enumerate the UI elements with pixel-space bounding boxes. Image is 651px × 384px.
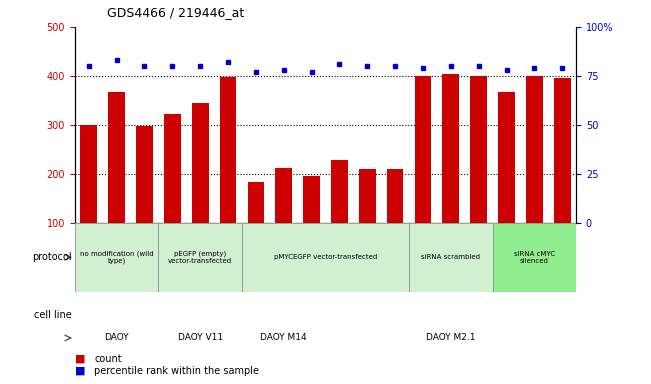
Bar: [554, 78, 570, 272]
Text: DAOY: DAOY: [104, 333, 129, 343]
Text: pEGFP (empty)
vector-transfected: pEGFP (empty) vector-transfected: [168, 250, 232, 264]
Text: DAOY V11: DAOY V11: [178, 333, 223, 343]
Bar: [81, 125, 97, 272]
Text: siRNA scrambled: siRNA scrambled: [421, 254, 480, 260]
Text: ■: ■: [75, 354, 85, 364]
Bar: [493, 223, 576, 292]
Bar: [387, 169, 404, 272]
Text: count: count: [94, 354, 122, 364]
Bar: [409, 223, 493, 292]
Bar: [219, 77, 236, 272]
Bar: [359, 169, 376, 272]
Bar: [443, 74, 459, 272]
Text: DAOY M2.1: DAOY M2.1: [426, 333, 476, 343]
Text: cell line: cell line: [34, 310, 72, 320]
Bar: [470, 76, 487, 272]
Bar: [303, 176, 320, 272]
Text: protocol: protocol: [32, 252, 72, 262]
Bar: [75, 223, 158, 292]
Bar: [108, 92, 125, 272]
Bar: [136, 126, 153, 272]
Bar: [275, 168, 292, 272]
Bar: [242, 223, 409, 292]
Bar: [192, 103, 208, 272]
Text: no modification (wild
type): no modification (wild type): [80, 250, 154, 264]
Bar: [164, 114, 181, 272]
Bar: [498, 91, 515, 272]
Text: GDS4466 / 219446_at: GDS4466 / 219446_at: [107, 6, 245, 19]
Text: pMYCEGFP vector-transfected: pMYCEGFP vector-transfected: [274, 254, 377, 260]
Bar: [158, 223, 242, 292]
Text: ■: ■: [75, 366, 85, 376]
Bar: [331, 160, 348, 272]
Text: percentile rank within the sample: percentile rank within the sample: [94, 366, 259, 376]
Text: DAOY M14: DAOY M14: [260, 333, 307, 343]
Text: siRNA cMYC
silenced: siRNA cMYC silenced: [514, 251, 555, 264]
Bar: [415, 76, 432, 272]
Bar: [247, 182, 264, 272]
Bar: [526, 76, 543, 272]
